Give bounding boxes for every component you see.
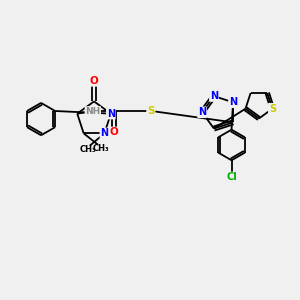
Text: N: N: [100, 128, 109, 138]
Text: H: H: [89, 107, 97, 116]
Text: N: N: [107, 109, 115, 118]
Text: N: N: [198, 107, 206, 117]
Text: Cl: Cl: [226, 172, 237, 182]
Text: CH₃: CH₃: [79, 145, 96, 154]
Text: S: S: [269, 104, 276, 114]
Text: N: N: [210, 91, 218, 101]
Text: N: N: [229, 97, 237, 107]
Text: S: S: [147, 106, 154, 116]
Text: NH: NH: [85, 107, 100, 116]
Text: O: O: [90, 76, 98, 86]
Text: O: O: [110, 128, 118, 137]
Text: CH₃: CH₃: [92, 144, 109, 153]
